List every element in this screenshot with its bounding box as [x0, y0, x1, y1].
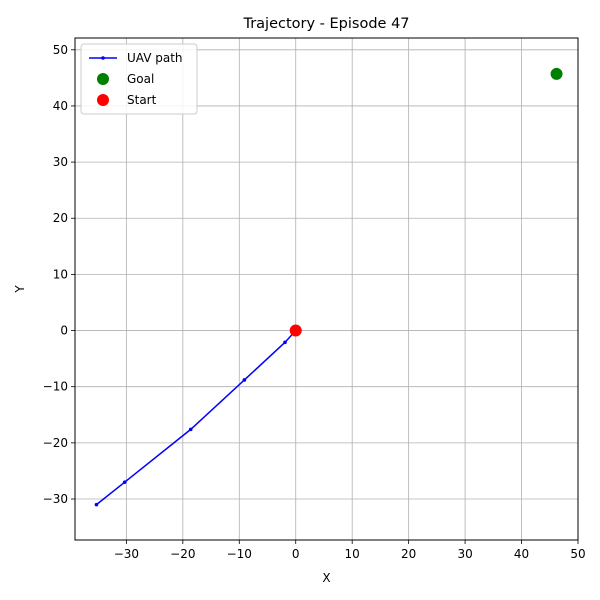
x-tick-label: 10	[345, 547, 360, 561]
legend-point-swatch	[101, 56, 105, 60]
start-marker	[289, 324, 302, 337]
legend-label: UAV path	[127, 51, 183, 65]
legend-label: Goal	[127, 72, 154, 86]
uav-path-point	[94, 502, 99, 507]
x-axis-label: X	[322, 571, 330, 585]
x-tick-label: 30	[457, 547, 472, 561]
y-axis-label: Y	[13, 285, 27, 294]
chart-title: Trajectory - Episode 47	[242, 16, 409, 32]
legend: UAV path Goal Start	[80, 43, 198, 115]
x-tick-label: 20	[401, 547, 416, 561]
goal-marker	[550, 67, 563, 80]
uav-path-point	[188, 427, 193, 432]
x-tick-label: 0	[292, 547, 300, 561]
y-tick-label: −20	[43, 436, 68, 450]
legend-box	[80, 43, 198, 115]
y-tick-label: 10	[53, 267, 68, 281]
y-tick-label: 20	[53, 211, 68, 225]
legend-item: Goal	[97, 72, 154, 86]
y-tick-label: 30	[53, 155, 68, 169]
y-tick-label: 40	[53, 99, 68, 113]
series-layer	[94, 67, 563, 507]
x-tick-label: −10	[227, 547, 252, 561]
plot-frame	[74, 37, 579, 541]
uav-path-point	[283, 340, 287, 345]
y-tick-label: 50	[53, 43, 68, 57]
y-tick-label: 0	[60, 324, 68, 338]
legend-marker-swatch	[97, 94, 109, 106]
grid	[75, 38, 578, 540]
x-tick-label: 40	[514, 547, 529, 561]
x-tick-label: −20	[170, 547, 195, 561]
y-tick-label: −30	[43, 492, 68, 506]
x-tick-label: −30	[114, 547, 139, 561]
x-tick-label: 50	[570, 547, 585, 561]
legend-item: Start	[97, 93, 157, 107]
uav-path-point	[242, 378, 247, 382]
legend-item: UAV path	[89, 51, 183, 65]
ticks: −30 −20 −10 0 10 20 30 40 50 −30 −20 −10 0 10 20 30 40 50	[43, 43, 586, 561]
legend-label: Start	[127, 93, 157, 107]
y-tick-label: −10	[43, 380, 68, 394]
legend-marker-swatch	[97, 73, 109, 85]
uav-path-line	[95, 330, 297, 506]
uav-path-point	[122, 480, 127, 484]
